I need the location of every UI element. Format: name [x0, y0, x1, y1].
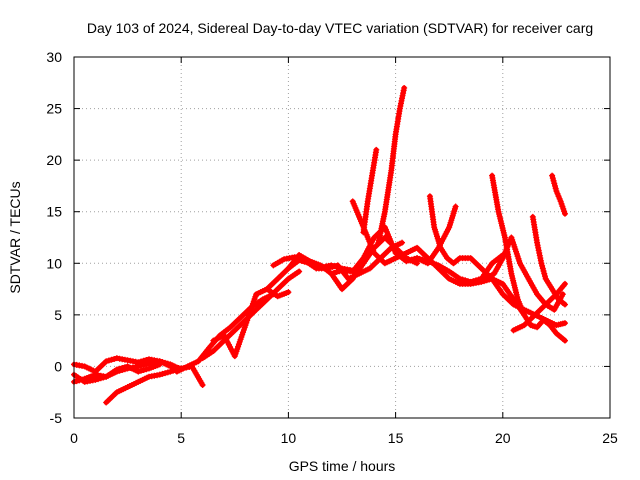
data-point-marker: [143, 356, 150, 363]
data-series: [71, 84, 568, 406]
data-point-marker: [296, 268, 303, 275]
data-point-marker: [156, 371, 163, 378]
data-point-marker: [328, 270, 335, 277]
data-point-marker: [156, 361, 163, 368]
data-point-marker: [119, 364, 126, 371]
data-point-marker: [116, 365, 123, 372]
data-point-marker: [561, 210, 568, 217]
data-point-marker: [406, 257, 412, 264]
data-point-marker: [103, 358, 110, 365]
plot-frame: [73, 56, 611, 419]
data-point-marker: [105, 357, 112, 364]
y-tick-label: 30: [46, 49, 62, 65]
series-track-18: [482, 234, 566, 313]
x-tick-label: 10: [281, 430, 297, 446]
data-point-marker: [561, 320, 568, 327]
y-tick-label: 5: [54, 307, 62, 323]
data-point-marker: [95, 376, 102, 383]
data-point-marker: [456, 275, 463, 282]
data-point-marker: [561, 337, 568, 344]
data-point-marker: [285, 289, 292, 296]
data-point-marker: [452, 203, 459, 210]
data-point-marker: [408, 256, 415, 263]
series-track-21: [510, 280, 568, 334]
data-point-marker: [199, 381, 206, 388]
y-axis-label: SDTVAR / TECUs: [7, 181, 23, 293]
data-point-marker: [100, 374, 107, 381]
data-point-marker: [559, 291, 566, 298]
series-track-3: [71, 361, 163, 385]
series-track-16: [414, 203, 459, 267]
y-tick-label: 20: [46, 152, 62, 168]
axis-tick-labels: 0 5 10 15 20 25 -5 0 5 10 15 20 25 30: [46, 49, 618, 446]
data-point-marker: [162, 370, 169, 377]
data-point-marker: [108, 356, 115, 363]
series-track-20: [549, 172, 568, 217]
y-tick-label: 10: [46, 255, 62, 271]
y-tick-label: 0: [54, 358, 62, 374]
data-point-marker: [330, 269, 337, 276]
data-point-marker: [403, 258, 410, 265]
data-point-marker: [164, 369, 171, 376]
data-point-marker: [478, 278, 485, 285]
data-point-marker: [333, 269, 340, 276]
data-point-marker: [113, 366, 120, 373]
chart-title: Day 103 of 2024, Sidereal Day-to-day VTE…: [87, 20, 593, 36]
x-tick-label: 20: [495, 430, 511, 446]
data-point-marker: [92, 376, 99, 383]
data-point-marker: [399, 239, 406, 246]
data-point-marker: [373, 146, 380, 153]
grid-lines: [74, 57, 610, 418]
data-point-marker: [414, 260, 421, 267]
data-point-marker: [561, 280, 568, 287]
series-track-7: [210, 286, 292, 360]
series-track-13: [360, 146, 380, 236]
data-point-marker: [97, 375, 104, 382]
data-point-marker: [143, 366, 150, 373]
y-tick-label: 25: [46, 101, 62, 117]
y-tick-label: 15: [46, 204, 62, 220]
data-point-marker: [135, 359, 142, 366]
data-point-marker: [138, 367, 144, 374]
y-tick-label: -5: [50, 410, 63, 426]
x-tick-label: 0: [70, 430, 78, 446]
data-point-marker: [329, 263, 336, 270]
data-point-marker: [138, 358, 144, 365]
series-track-19: [529, 213, 568, 308]
data-point-marker: [332, 263, 339, 270]
data-point-marker: [561, 301, 568, 308]
data-point-marker: [167, 368, 174, 375]
x-tick-label: 25: [602, 430, 618, 446]
x-tick-label: 15: [388, 430, 404, 446]
series-track-14: [375, 84, 408, 246]
data-point-marker: [401, 84, 408, 91]
data-point-marker: [140, 367, 147, 374]
data-point-marker: [135, 368, 142, 375]
x-tick-label: 5: [177, 430, 185, 446]
data-point-marker: [159, 370, 166, 377]
data-point-marker: [111, 355, 118, 362]
x-axis-label: GPS time / hours: [289, 458, 396, 474]
data-point-marker: [336, 268, 343, 275]
data-point-marker: [140, 357, 147, 364]
